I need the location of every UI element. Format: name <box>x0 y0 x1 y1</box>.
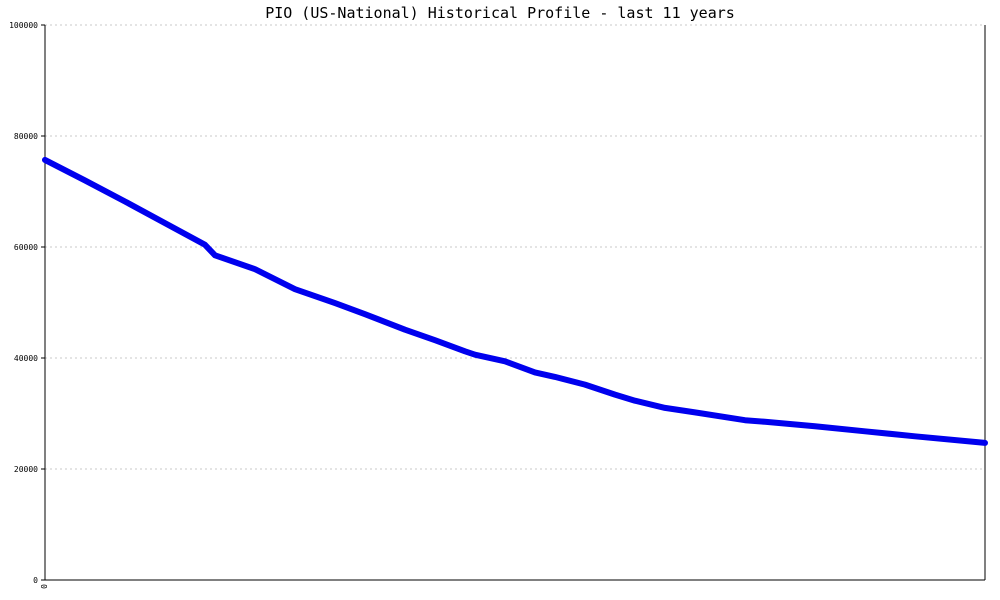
y-tick-label: 60000 <box>14 243 38 252</box>
series-line <box>42 156 988 446</box>
x-axis-ticks: 0 <box>40 584 49 589</box>
x-tick-label: 0 <box>40 584 49 589</box>
y-tick-label: 40000 <box>14 354 38 363</box>
y-tick-label: 80000 <box>14 132 38 141</box>
y-tick-label: 100000 <box>9 21 38 30</box>
y-tick-label: 20000 <box>14 465 38 474</box>
chart-title: PIO (US-National) Historical Profile - l… <box>265 4 735 22</box>
y-tick-label: 0 <box>33 576 38 585</box>
y-axis-ticks: 0 20000 40000 60000 80000 100000 <box>9 21 45 585</box>
grid <box>45 24 985 470</box>
series-group <box>42 156 988 446</box>
